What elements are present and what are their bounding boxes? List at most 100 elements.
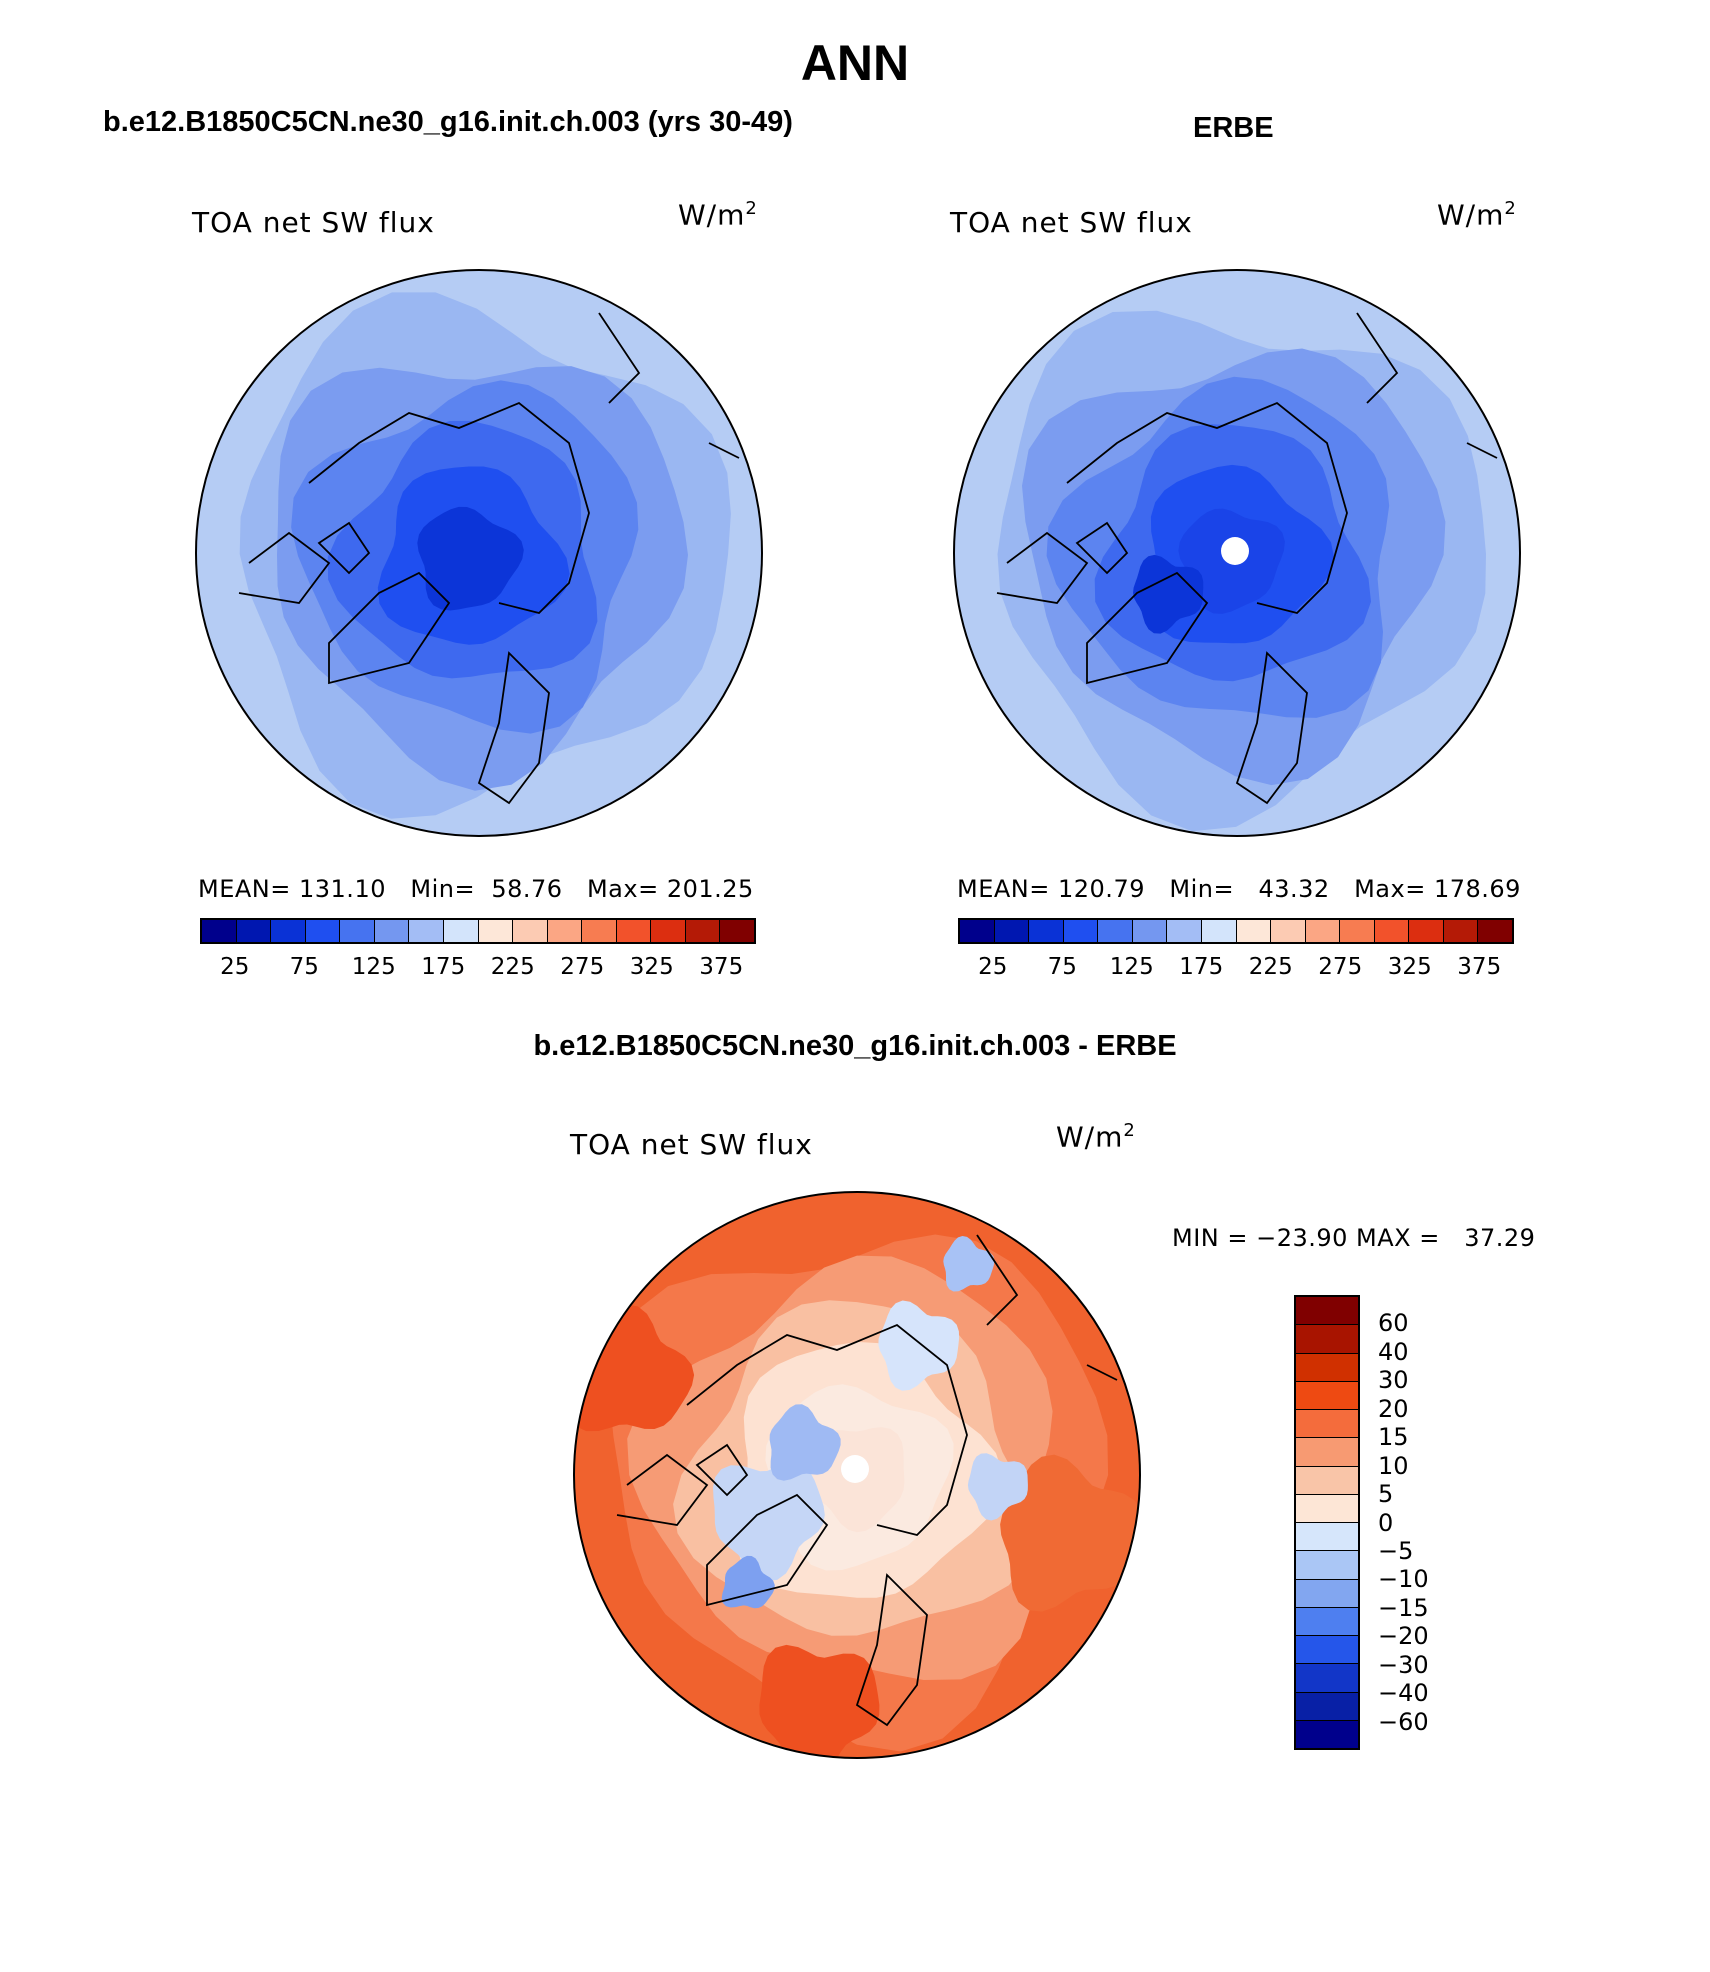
colorbar-tick-label: 5 <box>1378 1480 1394 1509</box>
colorbar-tick-label: 20 <box>1378 1394 1409 1423</box>
colorbar-box <box>305 920 341 942</box>
coastline <box>1466 442 1498 459</box>
stats-obs: MEAN= 120.79 Min= 43.32 Max= 178.69 <box>957 875 1521 903</box>
colorbar-tick-label: 30 <box>1378 1366 1409 1395</box>
colorbar-box <box>994 920 1030 942</box>
colorbar-box <box>1409 920 1444 942</box>
map-boundary <box>195 269 763 837</box>
map-boundary <box>573 1191 1141 1759</box>
missing-data-pole <box>1221 537 1249 565</box>
colorbar-box <box>616 920 652 942</box>
colorbar-labels-model: 25 75 125 175 225 275 325 375 <box>200 954 756 984</box>
colorbar-tick-label: −60 <box>1378 1707 1429 1736</box>
colorbar-box <box>1296 1410 1358 1439</box>
colorbar-tick-label: 325 <box>1387 954 1432 980</box>
colorbar-box <box>374 920 410 942</box>
panel-heading-model: b.e12.B1850C5CN.ne30_g16.init.ch.003 (yr… <box>103 106 793 138</box>
coastline <box>616 1453 709 1526</box>
colorbar-box <box>202 920 237 942</box>
colorbar-tick-label: 325 <box>629 954 674 980</box>
colorbar-tick-label: −40 <box>1378 1679 1429 1708</box>
colorbar-box <box>513 920 548 942</box>
colorbar-tick-label: 10 <box>1378 1451 1409 1480</box>
coastline <box>238 531 331 604</box>
coastline <box>317 521 371 575</box>
coastline <box>708 442 740 459</box>
colorbar-box <box>1167 920 1202 942</box>
colorbar-box <box>271 920 306 942</box>
coastline <box>1086 571 1209 685</box>
panel-heading-diff: b.e12.B1850C5CN.ne30_g16.init.ch.003 - E… <box>533 1030 1177 1062</box>
coastline <box>706 1493 829 1607</box>
stats-model: MEAN= 131.10 Min= 58.76 Max= 201.25 <box>198 875 754 903</box>
stats-diff: MIN = −23.90 MAX = 37.29 <box>1172 1224 1536 1252</box>
colorbar-box <box>547 920 583 942</box>
colorbar-box <box>409 920 444 942</box>
units-label-model: W/m2 <box>678 198 758 232</box>
colorbar-box <box>1340 920 1375 942</box>
coastline <box>996 531 1089 604</box>
colorbar-box <box>443 920 479 942</box>
colorbar-box <box>1296 1607 1358 1636</box>
colorbar-box <box>1271 920 1306 942</box>
colorbar-box <box>1305 920 1341 942</box>
colorbar-tick-label: 15 <box>1378 1423 1409 1452</box>
colorbar-box <box>340 920 375 942</box>
field-label-model: TOA net SW flux <box>192 206 435 239</box>
colorbar-tick-label: 75 <box>1047 954 1077 980</box>
colorbar-tick-label: −30 <box>1378 1650 1429 1679</box>
colorbar-box <box>685 920 721 942</box>
colorbar-box <box>1296 1664 1358 1693</box>
field-label-diff: TOA net SW flux <box>570 1128 813 1161</box>
colorbar-tick-label: 125 <box>351 954 396 980</box>
colorbar-box <box>1296 1551 1358 1580</box>
colorbar-box <box>1296 1579 1358 1608</box>
colorbar-diff <box>1294 1295 1360 1750</box>
colorbar-box <box>1296 1297 1358 1326</box>
coastline <box>598 312 641 404</box>
coastline <box>695 1443 749 1497</box>
colorbar-box <box>1296 1720 1358 1748</box>
colorbar-box <box>1374 920 1410 942</box>
coastline <box>1356 312 1399 404</box>
colorbar-box <box>1132 920 1168 942</box>
colorbar-tick-label: −15 <box>1378 1593 1429 1622</box>
map-boundary <box>953 269 1521 837</box>
colorbar-tick-label: 0 <box>1378 1508 1394 1537</box>
colorbar-box <box>1478 920 1512 942</box>
units-label-obs: W/m2 <box>1437 198 1517 232</box>
colorbar-box <box>582 920 617 942</box>
colorbar-box <box>1201 920 1237 942</box>
colorbar-tick-label: −20 <box>1378 1622 1429 1651</box>
colorbar-box <box>1236 920 1272 942</box>
colorbar-box <box>1296 1494 1358 1523</box>
colorbar-box <box>1443 920 1479 942</box>
coastline <box>686 1323 968 1536</box>
colorbar-tick-label: 75 <box>289 954 319 980</box>
colorbar-box <box>1296 1353 1358 1382</box>
colorbar-box <box>1029 920 1064 942</box>
colorbar-box <box>1296 1523 1358 1552</box>
colorbar-tick-label: 175 <box>1179 954 1224 980</box>
colorbar-box <box>1296 1466 1358 1495</box>
colorbar-tick-label: 375 <box>1457 954 1502 980</box>
coastline <box>855 1573 928 1727</box>
colorbar-tick-label: −5 <box>1378 1536 1414 1565</box>
colorbar-tick-label: 175 <box>421 954 466 980</box>
colorbar-labels-obs: 25 75 125 175 225 275 325 375 <box>958 954 1514 984</box>
colorbar-box <box>720 920 754 942</box>
field-label-obs: TOA net SW flux <box>950 206 1193 239</box>
colorbar-box <box>478 920 514 942</box>
colorbar-tick-label: 225 <box>1248 954 1293 980</box>
colorbar-box <box>1296 1692 1358 1721</box>
colorbar-tick-label: 40 <box>1378 1337 1409 1366</box>
colorbar-box <box>1296 1325 1358 1354</box>
colorbar-box <box>236 920 272 942</box>
coastline <box>1075 521 1129 575</box>
colorbar-box <box>1296 1381 1358 1410</box>
colorbar-tick-label: 25 <box>220 954 250 980</box>
colorbar-tick-label: 275 <box>1318 954 1363 980</box>
